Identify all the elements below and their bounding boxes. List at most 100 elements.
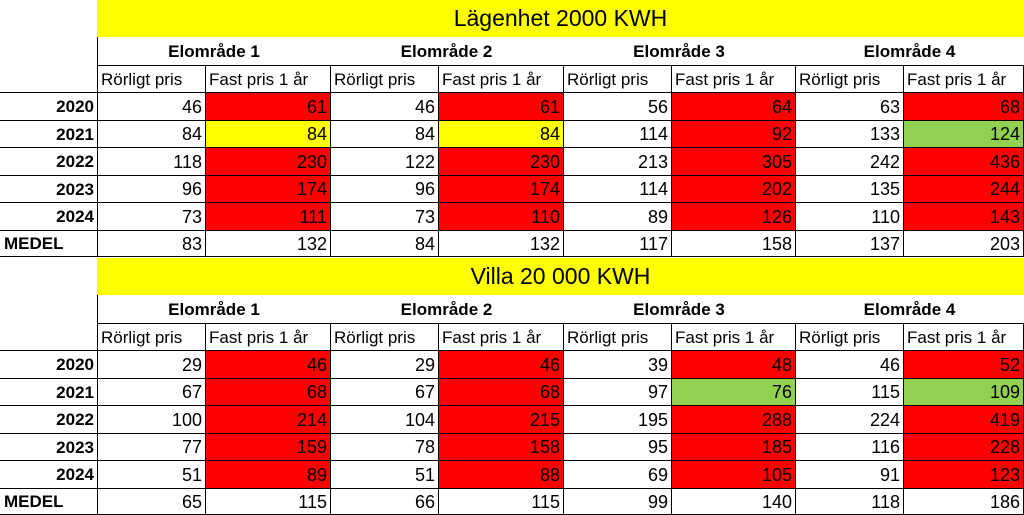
area-header[interactable]: Elområde 4 (863, 41, 956, 61)
price-cell[interactable]: 61 (205, 92, 330, 120)
price-cell[interactable]: 39 (563, 350, 671, 378)
price-cell[interactable]: 73 (330, 202, 438, 230)
fixed-price-header[interactable]: Fast pris 1 år (438, 323, 563, 350)
price-cell[interactable]: 115 (438, 488, 563, 515)
price-cell[interactable]: 305 (671, 147, 795, 175)
price-cell[interactable]: 77 (97, 433, 205, 460)
price-cell[interactable]: 114 (563, 120, 671, 147)
price-cell[interactable]: 195 (563, 405, 671, 433)
price-cell[interactable]: 68 (438, 378, 563, 405)
price-cell[interactable]: 118 (97, 147, 205, 175)
price-cell[interactable]: 122 (330, 147, 438, 175)
price-cell[interactable]: 89 (563, 202, 671, 230)
fixed-price-header[interactable]: Fast pris 1 år (438, 65, 563, 92)
price-cell[interactable]: 73 (97, 202, 205, 230)
price-cell[interactable]: 215 (438, 405, 563, 433)
price-cell[interactable]: 132 (438, 230, 563, 257)
price-cell[interactable]: 29 (330, 350, 438, 378)
price-cell[interactable]: 99 (563, 488, 671, 515)
price-cell[interactable]: 110 (438, 202, 563, 230)
price-cell[interactable]: 68 (903, 92, 1024, 120)
price-cell[interactable]: 46 (438, 350, 563, 378)
price-cell[interactable]: 46 (795, 350, 903, 378)
price-cell[interactable]: 69 (563, 460, 671, 488)
variable-price-header[interactable]: Rörligt pris (330, 323, 438, 350)
fixed-price-header[interactable]: Fast pris 1 år (671, 65, 795, 92)
price-cell[interactable]: 135 (795, 175, 903, 202)
price-cell[interactable]: 123 (903, 460, 1024, 488)
price-cell[interactable]: 288 (671, 405, 795, 433)
price-cell[interactable]: 61 (438, 92, 563, 120)
price-cell[interactable]: 436 (903, 147, 1024, 175)
area-header[interactable]: Elområde 2 (400, 41, 493, 61)
fixed-price-header[interactable]: Fast pris 1 år (671, 323, 795, 350)
variable-price-header[interactable]: Rörligt pris (795, 323, 903, 350)
price-cell[interactable]: 51 (330, 460, 438, 488)
price-cell[interactable]: 109 (903, 378, 1024, 405)
price-cell[interactable]: 92 (671, 120, 795, 147)
price-cell[interactable]: 67 (330, 378, 438, 405)
price-cell[interactable]: 84 (205, 120, 330, 147)
price-cell[interactable]: 214 (205, 405, 330, 433)
fixed-price-header[interactable]: Fast pris 1 år (205, 323, 330, 350)
price-cell[interactable]: 95 (563, 433, 671, 460)
price-cell[interactable]: 96 (330, 175, 438, 202)
price-cell[interactable]: 114 (563, 175, 671, 202)
price-cell[interactable]: 56 (563, 92, 671, 120)
price-cell[interactable]: 132 (205, 230, 330, 257)
price-cell[interactable]: 117 (563, 230, 671, 257)
price-cell[interactable]: 88 (438, 460, 563, 488)
price-cell[interactable]: 46 (205, 350, 330, 378)
price-cell[interactable]: 140 (671, 488, 795, 515)
area-header[interactable]: Elområde 4 (863, 299, 956, 319)
price-cell[interactable]: 29 (97, 350, 205, 378)
price-cell[interactable]: 174 (205, 175, 330, 202)
price-cell[interactable]: 68 (205, 378, 330, 405)
price-cell[interactable]: 143 (903, 202, 1024, 230)
price-cell[interactable]: 83 (97, 230, 205, 257)
price-cell[interactable]: 118 (795, 488, 903, 515)
price-cell[interactable]: 46 (330, 92, 438, 120)
area-header[interactable]: Elområde 3 (633, 41, 725, 61)
price-cell[interactable]: 46 (97, 92, 205, 120)
variable-price-header[interactable]: Rörligt pris (563, 65, 671, 92)
price-cell[interactable]: 126 (671, 202, 795, 230)
price-cell[interactable]: 116 (795, 433, 903, 460)
variable-price-header[interactable]: Rörligt pris (330, 65, 438, 92)
price-cell[interactable]: 242 (795, 147, 903, 175)
price-cell[interactable]: 105 (671, 460, 795, 488)
price-cell[interactable]: 244 (903, 175, 1024, 202)
fixed-price-header[interactable]: Fast pris 1 år (205, 65, 330, 92)
area-header[interactable]: Elområde 1 (97, 37, 330, 65)
price-cell[interactable]: 137 (795, 230, 903, 257)
price-cell[interactable]: 97 (563, 378, 671, 405)
price-cell[interactable]: 51 (97, 460, 205, 488)
variable-price-header[interactable]: Rörligt pris (97, 323, 205, 350)
price-cell[interactable]: 110 (795, 202, 903, 230)
fixed-price-header[interactable]: Fast pris 1 år (903, 323, 1024, 350)
price-cell[interactable]: 186 (903, 488, 1024, 515)
price-cell[interactable]: 76 (671, 378, 795, 405)
price-cell[interactable]: 52 (903, 350, 1024, 378)
fixed-price-header[interactable]: Fast pris 1 år (903, 65, 1024, 92)
price-cell[interactable]: 64 (671, 92, 795, 120)
price-cell[interactable]: 96 (97, 175, 205, 202)
variable-price-header[interactable]: Rörligt pris (97, 65, 205, 92)
price-cell[interactable]: 84 (330, 230, 438, 257)
price-cell[interactable]: 65 (97, 488, 205, 515)
price-cell[interactable]: 159 (205, 433, 330, 460)
price-cell[interactable]: 84 (330, 120, 438, 147)
price-cell[interactable]: 84 (97, 120, 205, 147)
price-cell[interactable]: 185 (671, 433, 795, 460)
area-header[interactable]: Elområde 2 (400, 299, 493, 319)
price-cell[interactable]: 115 (205, 488, 330, 515)
price-cell[interactable]: 84 (438, 120, 563, 147)
price-cell[interactable]: 224 (795, 405, 903, 433)
price-cell[interactable]: 100 (97, 405, 205, 433)
price-cell[interactable]: 230 (205, 147, 330, 175)
price-cell[interactable]: 228 (903, 433, 1024, 460)
price-cell[interactable]: 419 (903, 405, 1024, 433)
price-cell[interactable]: 124 (903, 120, 1024, 147)
price-cell[interactable]: 158 (438, 433, 563, 460)
price-cell[interactable]: 202 (671, 175, 795, 202)
